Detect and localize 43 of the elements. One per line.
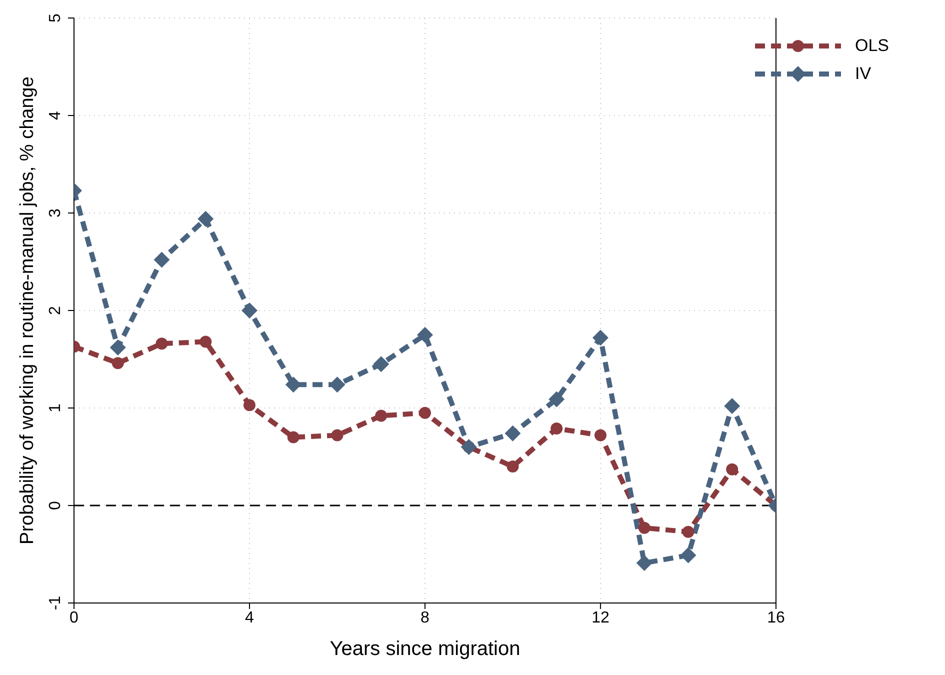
point [154, 252, 170, 268]
point [200, 336, 212, 348]
point [110, 340, 126, 356]
text: OLS [854, 36, 889, 56]
x-tick-label: 4 [245, 609, 254, 626]
x-tick-label: 12 [592, 609, 610, 626]
point [724, 398, 740, 414]
point [375, 410, 388, 422]
x-tick-label: 16 [767, 609, 785, 626]
point [373, 356, 390, 372]
point [416, 326, 433, 343]
x-axis-title: Years since migration [330, 638, 520, 660]
point [285, 376, 302, 393]
y-tick-label: 2 [47, 306, 64, 315]
point [638, 522, 650, 534]
point [241, 302, 258, 318]
y-tick-label: 0 [47, 500, 64, 510]
point [636, 555, 652, 572]
point [112, 357, 124, 370]
y-tick-label: 1 [47, 403, 64, 412]
text: IV [854, 64, 872, 84]
point [156, 338, 168, 350]
point [243, 399, 256, 412]
point [680, 547, 696, 564]
point [726, 463, 738, 476]
y-tick-label: 5 [47, 13, 64, 22]
point [592, 330, 608, 346]
point [418, 406, 431, 419]
y-tick-label: 3 [47, 208, 64, 218]
point [682, 526, 694, 538]
x-tick-label: 8 [420, 609, 430, 626]
point [550, 422, 563, 434]
y-tick-label: -1 [47, 596, 64, 610]
point [331, 429, 344, 442]
point [504, 425, 521, 442]
x-tick-label: 0 [70, 609, 79, 626]
y-tick-label: 4 [47, 110, 64, 120]
point [198, 210, 214, 227]
point [594, 429, 606, 442]
point [548, 391, 565, 408]
y-axis-title: Probability of working in routine-manual jobs, % change [17, 76, 38, 544]
point [287, 431, 300, 444]
point [506, 460, 519, 472]
